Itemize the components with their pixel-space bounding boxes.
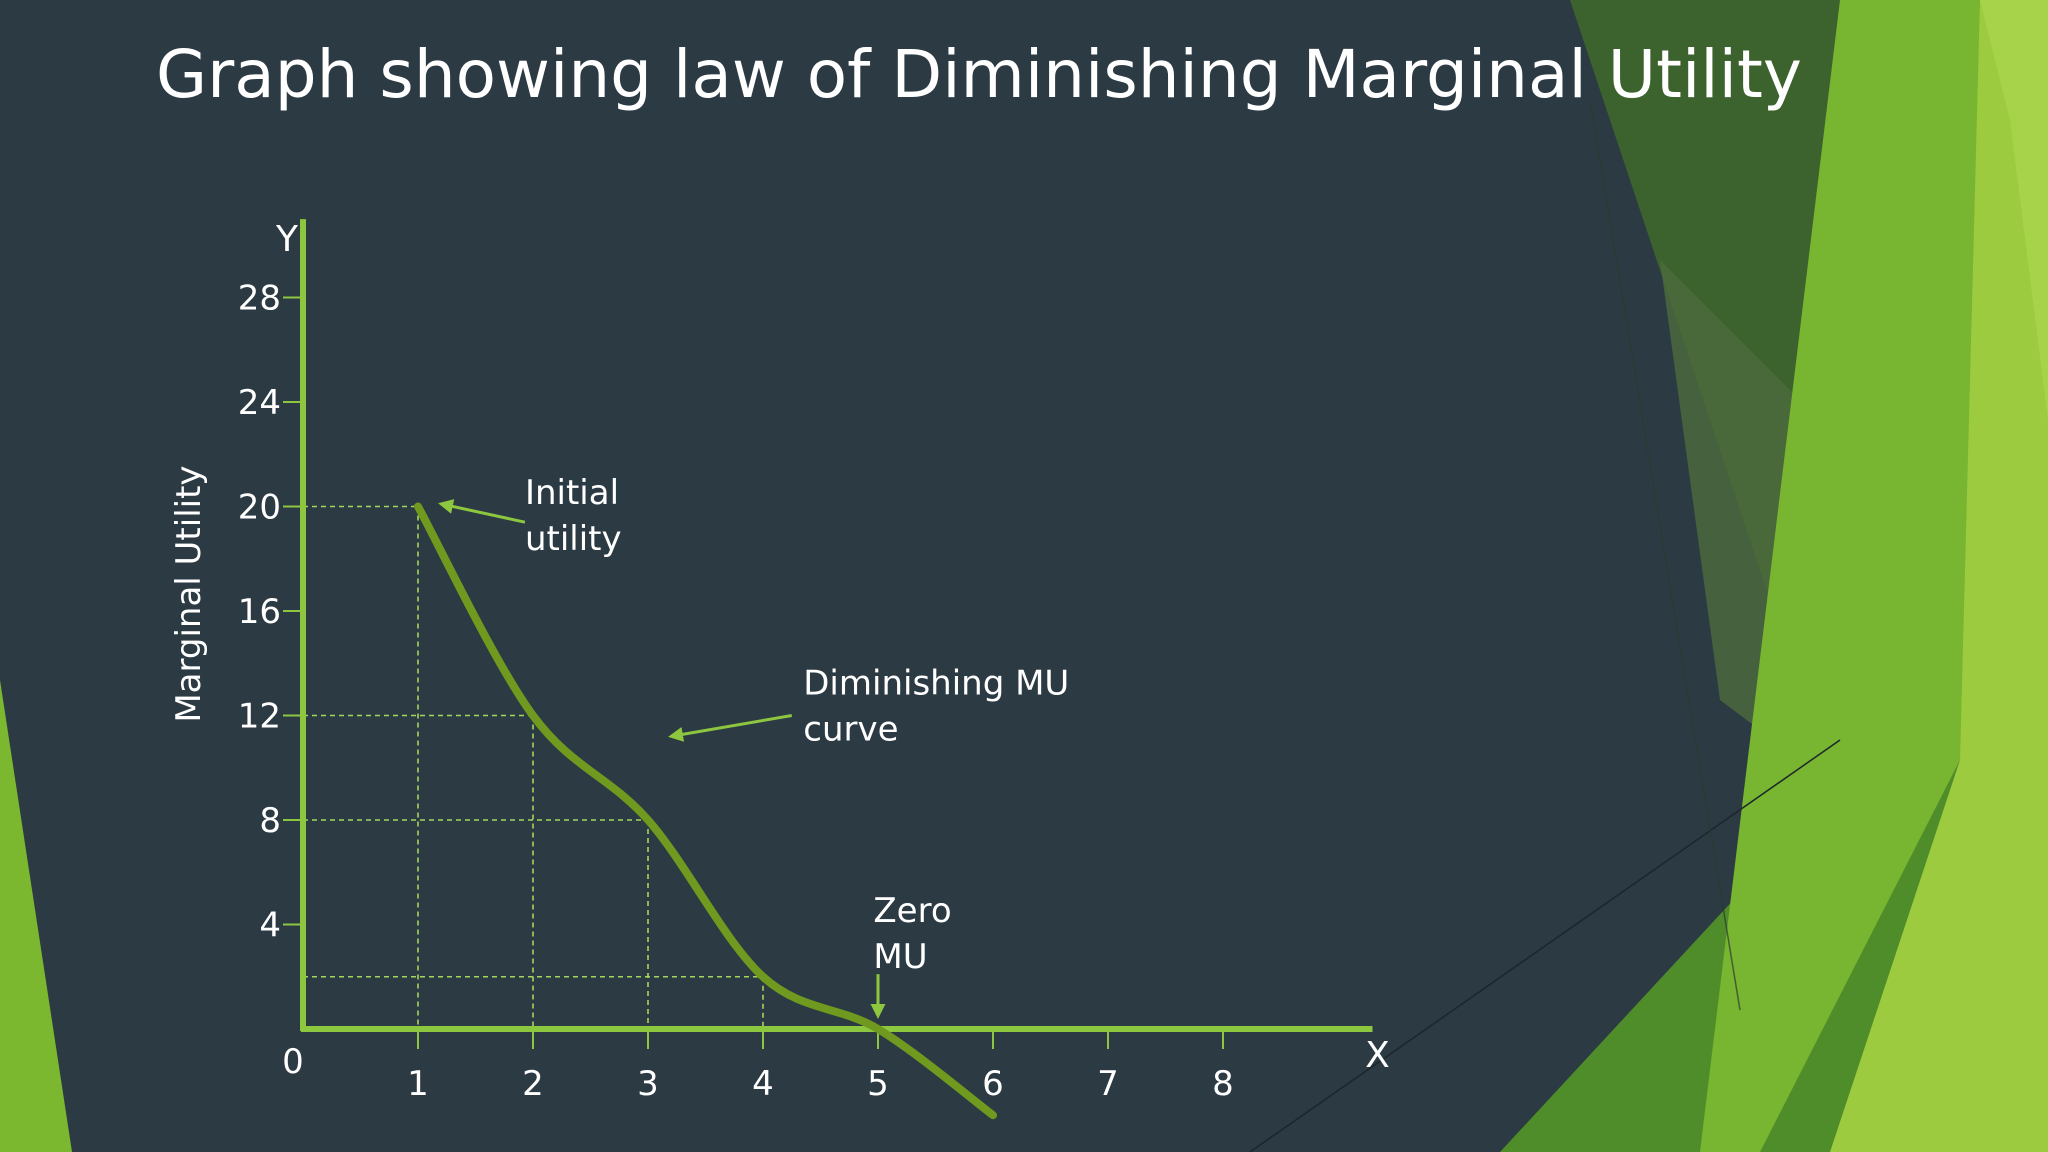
annotation-text: utility — [525, 519, 622, 559]
x-axis-letter: X — [1365, 1035, 1390, 1076]
x-tick-label: 8 — [1212, 1064, 1234, 1104]
light-green-facet — [1830, 0, 2048, 1152]
top-right-highlight — [1980, 0, 2048, 420]
bright-green-facet — [1700, 0, 2000, 1152]
y-tick-label: 4 — [259, 906, 281, 946]
left-green-sliver — [0, 680, 72, 1152]
x-tick-label: 7 — [1097, 1064, 1119, 1104]
y-tick-label: 16 — [238, 592, 281, 632]
y-axis-label: Marginal Utility — [169, 465, 209, 722]
annotation-text: MU — [873, 937, 927, 977]
annotation-text: Diminishing MU — [803, 664, 1069, 704]
annotation-text: Initial — [525, 473, 619, 513]
y-axis-letter: Y — [275, 219, 299, 260]
x-tick-label: 2 — [522, 1064, 544, 1104]
annotation-arrow — [668, 714, 793, 742]
y-tick-label: 8 — [259, 801, 281, 841]
annotation-text: Zero — [873, 891, 951, 931]
x-tick-label: 3 — [637, 1064, 659, 1104]
annotation-arrow — [438, 499, 526, 524]
x-tick-label: 5 — [867, 1064, 889, 1104]
y-tick-label: 12 — [238, 697, 281, 737]
y-tick-label: 20 — [238, 488, 281, 528]
mu-curve — [414, 502, 997, 1120]
origin-label: 0 — [282, 1042, 304, 1082]
thin-vertical-line — [1589, 99, 1741, 1011]
slide-title: Graph showing law of Diminishing Margina… — [156, 36, 1802, 113]
thin-diagonal-line — [1249, 739, 1841, 1152]
x-tick-label: 6 — [982, 1064, 1004, 1104]
x-tick-label: 1 — [407, 1064, 429, 1104]
y-tick-label: 28 — [238, 279, 281, 319]
y-tick-label: 24 — [238, 383, 281, 423]
annotation-text: curve — [803, 710, 898, 750]
x-tick-label: 4 — [752, 1064, 774, 1104]
